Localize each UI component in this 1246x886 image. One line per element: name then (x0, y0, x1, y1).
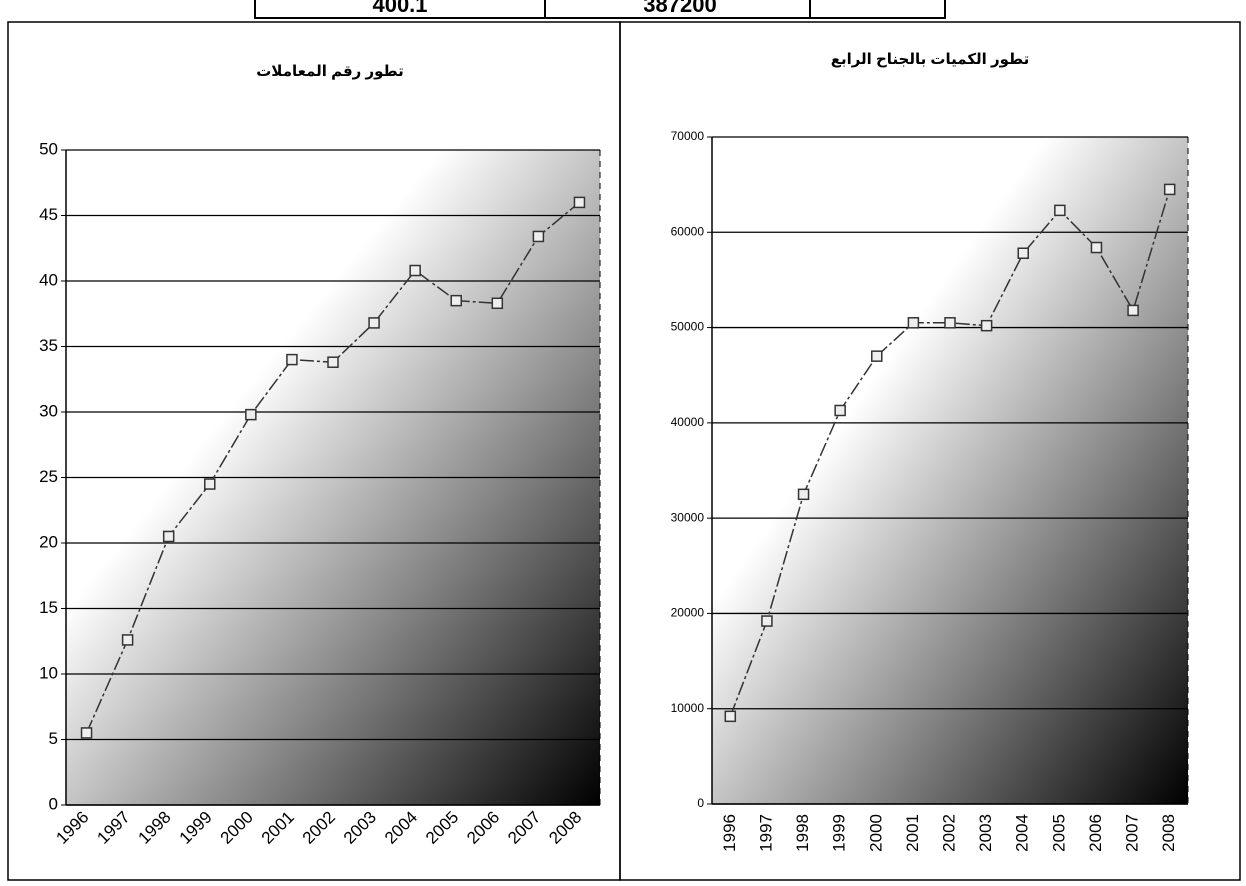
x-tick-label: 2007 (1123, 814, 1142, 852)
data-marker (121, 634, 134, 646)
data-marker (162, 530, 175, 543)
x-tick-label: 1999 (830, 814, 849, 852)
x-tick-label: 2001 (258, 808, 298, 848)
data-marker (80, 727, 93, 739)
data-marker (204, 478, 216, 490)
data-marker (327, 356, 339, 368)
data-marker (1090, 241, 1103, 254)
x-tick-label: 2002 (299, 808, 339, 848)
table-cell: 387200 (643, 0, 716, 17)
y-tick-label: 0 (49, 794, 58, 813)
x-tick-label: 1999 (176, 808, 216, 848)
chart-title: تطور الكميات بالجناح الرابع (831, 51, 1030, 68)
data-marker (1163, 183, 1176, 196)
y-tick-label: 25 (39, 467, 58, 486)
x-tick-label: 2003 (340, 808, 380, 848)
x-tick-label: 1998 (135, 808, 175, 848)
x-tick-label: 2000 (866, 814, 885, 852)
y-tick-label: 40 (39, 270, 58, 289)
y-tick-label: 35 (39, 336, 58, 355)
y-tick-label: 40000 (671, 415, 705, 429)
y-tick-label: 70000 (671, 129, 705, 143)
x-tick-label: 2001 (903, 814, 922, 852)
data-marker (834, 404, 846, 417)
y-tick-label: 45 (39, 205, 58, 224)
data-marker (368, 317, 380, 329)
data-marker (761, 615, 773, 627)
y-tick-label: 5 (49, 729, 58, 748)
plot-background (712, 137, 1188, 804)
data-marker (245, 408, 257, 421)
top-table: 400.1 387200 (254, 0, 946, 19)
data-marker (450, 294, 462, 307)
data-marker (944, 317, 956, 329)
x-tick-label: 2004 (381, 808, 421, 848)
data-marker (724, 710, 737, 723)
x-tick-label: 2007 (504, 808, 544, 848)
panel-frame (619, 21, 1241, 881)
chart-title: تطور رقم المعاملات (256, 63, 404, 80)
y-tick-label: 15 (39, 598, 58, 617)
data-marker (409, 264, 421, 277)
data-marker (871, 350, 883, 362)
x-tick-label: 2008 (1159, 814, 1178, 852)
data-marker (286, 353, 298, 366)
data-marker (573, 196, 586, 209)
data-marker (491, 297, 504, 310)
x-tick-label: 2000 (217, 808, 257, 848)
y-tick-label: 10000 (671, 701, 705, 715)
x-tick-label: 2005 (422, 808, 462, 848)
y-tick-label: 20000 (671, 606, 705, 620)
x-tick-label: 1998 (793, 814, 812, 852)
y-tick-label: 20 (39, 532, 58, 551)
data-marker (907, 317, 920, 329)
x-tick-label: 1997 (93, 808, 133, 848)
x-tick-label: 2005 (1049, 814, 1068, 852)
table-frame (254, 0, 946, 19)
x-tick-label: 1997 (756, 814, 775, 852)
data-marker (1054, 204, 1066, 217)
data-marker (797, 488, 810, 501)
y-tick-label: 10 (39, 663, 58, 682)
data-marker (980, 319, 993, 332)
y-tick-label: 0 (697, 796, 704, 810)
data-marker (532, 230, 545, 243)
y-tick-label: 30000 (671, 510, 705, 524)
x-tick-label: 2008 (545, 808, 585, 848)
y-tick-label: 50000 (671, 320, 705, 334)
x-tick-label: 2002 (939, 814, 958, 852)
x-tick-label: 2003 (976, 814, 995, 852)
y-tick-label: 60000 (671, 224, 705, 238)
y-tick-label: 50 (39, 139, 58, 158)
x-tick-label: 2006 (1086, 814, 1105, 852)
data-marker (1127, 304, 1139, 317)
data-marker (1017, 247, 1029, 259)
table-cell: 400.1 (372, 0, 427, 17)
x-tick-label: 2006 (463, 808, 503, 848)
x-tick-label: 2004 (1013, 814, 1032, 852)
y-tick-label: 30 (39, 401, 58, 420)
x-tick-label: 1996 (720, 814, 739, 852)
x-tick-label: 1996 (52, 808, 92, 848)
